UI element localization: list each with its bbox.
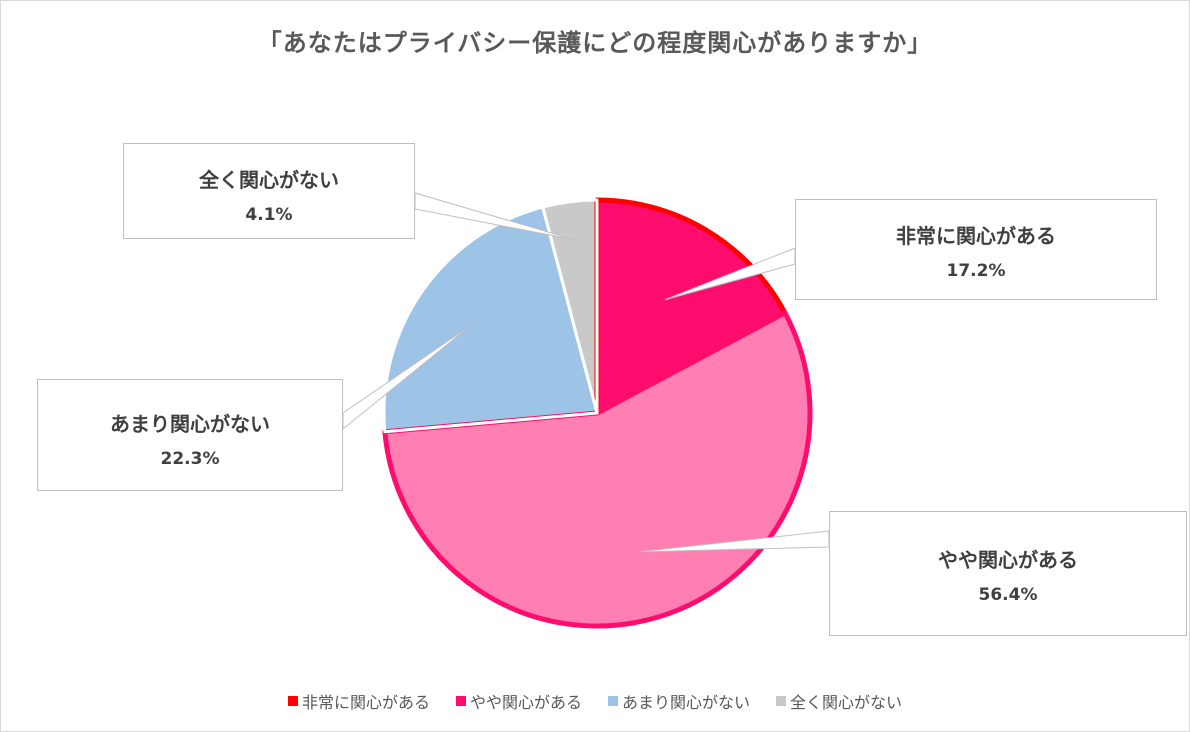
pie-slice-not-very-interested[interactable] xyxy=(384,207,597,432)
chart-legend: 非常に関心がある やや関心がある あまり関心がない 全く関心がない xyxy=(1,689,1189,713)
legend-item-somewhat-interested[interactable]: やや関心がある xyxy=(455,689,582,713)
pie-slice-very-interested[interactable] xyxy=(597,200,785,413)
data-label-category: やや関心がある xyxy=(938,548,1078,572)
pie-slice-very-interested-outline xyxy=(594,197,788,416)
leader-line-not-very-interested xyxy=(342,324,472,431)
data-label-value: 22.3% xyxy=(160,449,220,469)
pie-slice-not-interested-outline xyxy=(541,198,599,415)
data-label-somewhat-interested: やや関心がある 56.4% xyxy=(829,511,1187,636)
legend-label: あまり関心がない xyxy=(622,693,751,712)
pie-slice-somewhat-interested-outline xyxy=(382,310,813,629)
legend-label: 全く関心がない xyxy=(790,693,903,712)
data-label-value: 17.2% xyxy=(946,261,1006,281)
legend-item-not-interested[interactable]: 全く関心がない xyxy=(776,689,902,713)
legend-label: やや関心がある xyxy=(469,693,582,712)
data-label-value: 4.1% xyxy=(245,205,293,225)
data-label-not-interested: 全く関心がない 4.1% xyxy=(123,143,415,239)
data-label-category: 全く関心がない xyxy=(199,168,339,192)
legend-label: 非常に関心がある xyxy=(301,693,430,712)
data-label-value: 56.4% xyxy=(978,585,1038,605)
chart-title: 「あなたはプライバシー保護にどの程度関心がありますか」 xyxy=(257,29,933,57)
pie-chart xyxy=(342,192,830,629)
data-label-very-interested: 非常に関心がある 17.2% xyxy=(795,199,1157,300)
legend-item-not-very-interested[interactable]: あまり関心がない xyxy=(608,689,750,713)
leader-line-not-interested xyxy=(414,192,575,241)
legend-swatch xyxy=(608,696,618,706)
data-label-not-very-interested: あまり関心がない 22.3% xyxy=(37,379,343,491)
pie-slice-not-very-interested-outline xyxy=(382,205,599,434)
data-label-category: 非常に関心がある xyxy=(896,224,1056,248)
data-label-category: あまり関心がない xyxy=(110,412,270,436)
legend-swatch xyxy=(776,696,787,706)
legend-item-very-interested[interactable]: 非常に関心がある xyxy=(287,689,430,713)
legend-swatch xyxy=(287,696,298,706)
legend-swatch xyxy=(455,696,466,706)
